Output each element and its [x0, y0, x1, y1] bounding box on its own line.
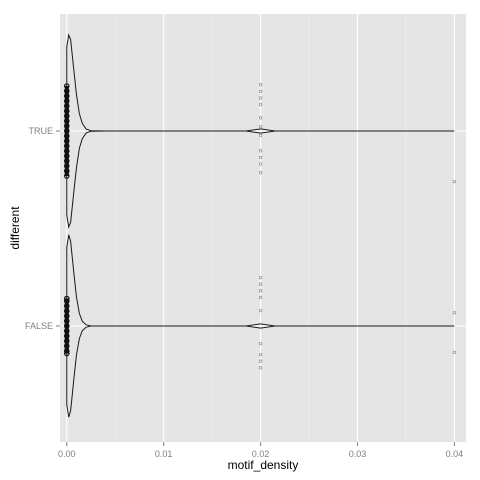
data-point-false: [452, 350, 457, 355]
violin-true: [66, 33, 455, 229]
data-point-false: [258, 275, 263, 280]
x-axis: 0.00 0.01 0.02 0.03 0.04: [58, 442, 463, 459]
data-point-false: [258, 308, 263, 313]
data-point-false: [258, 352, 263, 357]
y-axis-title: different: [8, 206, 22, 250]
x-tick-label: 0.01: [155, 449, 173, 459]
y-tick-label: FALSE: [25, 321, 53, 331]
data-point-true: [258, 155, 263, 160]
data-point-true: [452, 179, 457, 184]
data-point-false: [258, 359, 263, 363]
data-point-true: [258, 149, 263, 153]
x-tick-label: 0.02: [252, 449, 270, 459]
zero-point-column-true: [64, 86, 69, 176]
x-axis-title: motif_density: [228, 458, 299, 472]
x-tick-label: 0.00: [58, 449, 76, 459]
data-point-false: [452, 311, 457, 315]
y-tick-label: TRUE: [29, 126, 54, 136]
data-point-true: [258, 171, 263, 175]
violins: [66, 33, 455, 418]
data-point-true: [258, 162, 263, 166]
x-tick-label: 0.04: [446, 449, 464, 459]
zero-point-column-false: [64, 298, 69, 354]
data-point-false: [258, 289, 263, 293]
data-point-true: [258, 133, 263, 138]
plot-panel: [60, 14, 466, 442]
data-point-false: [258, 295, 263, 300]
violin-false: [66, 234, 455, 418]
data-point-true: [258, 96, 263, 100]
data-point-true: [258, 102, 263, 107]
data-point-true: [258, 124, 263, 129]
data-point-true: [258, 83, 263, 87]
y-axis: TRUE FALSE: [25, 126, 60, 331]
data-point-true: [258, 116, 263, 120]
data-point-false: [258, 341, 263, 346]
data-point-false: [258, 282, 263, 286]
data-points: [63, 83, 457, 370]
data-point-true: [258, 89, 263, 94]
minor-gridlines: [114, 14, 407, 442]
x-tick-label: 0.03: [349, 449, 367, 459]
data-point-false: [258, 366, 263, 370]
